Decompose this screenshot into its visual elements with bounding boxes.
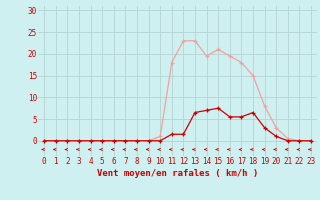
X-axis label: Vent moyen/en rafales ( km/h ): Vent moyen/en rafales ( km/h ) xyxy=(97,169,258,178)
